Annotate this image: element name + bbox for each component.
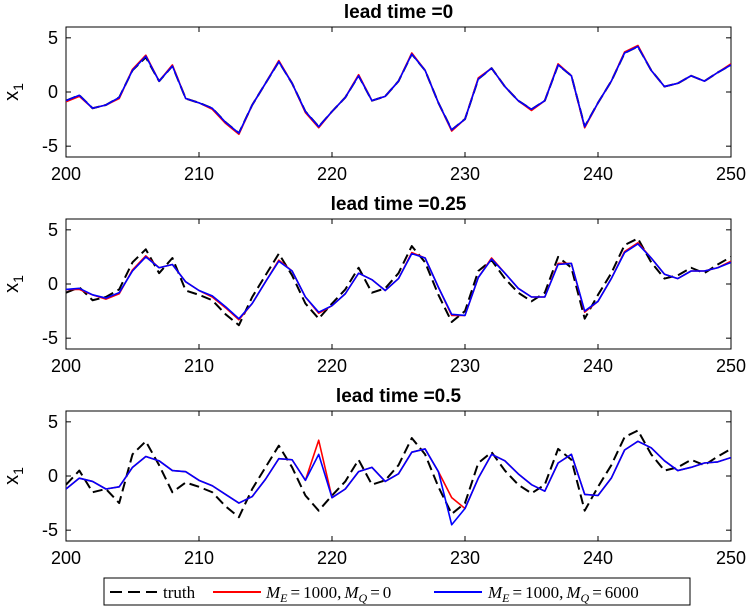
panel-1-ylabel: x1 bbox=[1, 275, 26, 293]
panel-2-ytick-label-2: -5 bbox=[42, 520, 58, 540]
panel-0-ylabel: x1 bbox=[1, 83, 26, 101]
legend-blue-label: ME = 1000, MQ = 6000 bbox=[487, 583, 639, 605]
legend: truth ME = 1000, MQ = 0 ME = 1000, MQ = 6000 bbox=[103, 577, 691, 606]
panel-0-axes-box bbox=[65, 26, 732, 158]
panel-2-ytick-label-1: 0 bbox=[48, 466, 58, 486]
panel-0-xtick-label-1: 210 bbox=[184, 164, 214, 184]
panel-2-ylabel: x1 bbox=[1, 467, 26, 485]
panel-1-series-group bbox=[66, 237, 731, 327]
panel-1-xtick-label-1: 210 bbox=[184, 356, 214, 376]
panel-1-series-0 bbox=[66, 237, 731, 327]
panel-2-xtick-label-3: 230 bbox=[450, 548, 480, 568]
legend-truth-label: truth bbox=[163, 583, 196, 602]
panel-0-xtick-label-3: 230 bbox=[450, 164, 480, 184]
panel-2: lead time =0.5 200 210 220 230 240 250 5 0 -5 x1 bbox=[1, 386, 746, 568]
panel-1-xtick-label-4: 240 bbox=[583, 356, 613, 376]
legend-red-label: ME = 1000, MQ = 0 bbox=[265, 583, 391, 605]
panel-0-ytick-label-1: 0 bbox=[48, 82, 58, 102]
panel-1-title: lead time =0.25 bbox=[331, 194, 467, 215]
panel-1-ytick-label-0: 5 bbox=[48, 220, 58, 240]
panel-0-series-2 bbox=[66, 45, 731, 134]
panel-2-xtick-label-0: 200 bbox=[51, 548, 81, 568]
panel-1-ytick-label-1: 0 bbox=[48, 274, 58, 294]
panel-0-series-group bbox=[66, 44, 731, 136]
panel-2-series-group bbox=[66, 429, 731, 526]
panel-2-xtick-label-5: 250 bbox=[716, 548, 746, 568]
panel-0-xtick-label-2: 220 bbox=[317, 164, 347, 184]
panel-2-series-0 bbox=[66, 429, 731, 519]
panel-2-xtick-label-2: 220 bbox=[317, 548, 347, 568]
panel-0-ytick-label-2: -5 bbox=[42, 136, 58, 156]
panel-1-ytick-label-2: -5 bbox=[42, 328, 58, 348]
panel-1-xtick-label-0: 200 bbox=[51, 356, 81, 376]
panel-1-xtick-label-3: 230 bbox=[450, 356, 480, 376]
panel-1-axes-box bbox=[65, 218, 732, 350]
legend-box bbox=[103, 577, 691, 606]
panel-0-xtick-label-5: 250 bbox=[716, 164, 746, 184]
panel-1: lead time =0.25 200 210 220 230 240 250 5 0 -5 x1 bbox=[1, 194, 746, 376]
panel-2-ytick-label-0: 5 bbox=[48, 412, 58, 432]
panel-0-ytick-label-0: 5 bbox=[48, 28, 58, 48]
panel-2-xtick-label-4: 240 bbox=[583, 548, 613, 568]
panel-1-xtick-label-5: 250 bbox=[716, 356, 746, 376]
panel-2-title: lead time =0.5 bbox=[336, 386, 462, 407]
panel-0-title: lead time =0 bbox=[344, 2, 453, 23]
panel-0-xtick-label-4: 240 bbox=[583, 164, 613, 184]
panel-1-series-2 bbox=[66, 243, 731, 320]
panel-2-series-2 bbox=[66, 440, 731, 526]
panel-2-axes-box bbox=[65, 410, 732, 542]
panel-0: lead time =0 200 210 220 230 240 250 5 0 -5 x1 bbox=[1, 2, 746, 184]
panel-2-xtick-label-1: 210 bbox=[184, 548, 214, 568]
panel-0-xtick-label-0: 200 bbox=[51, 164, 81, 184]
panel-1-xtick-label-2: 220 bbox=[317, 356, 347, 376]
